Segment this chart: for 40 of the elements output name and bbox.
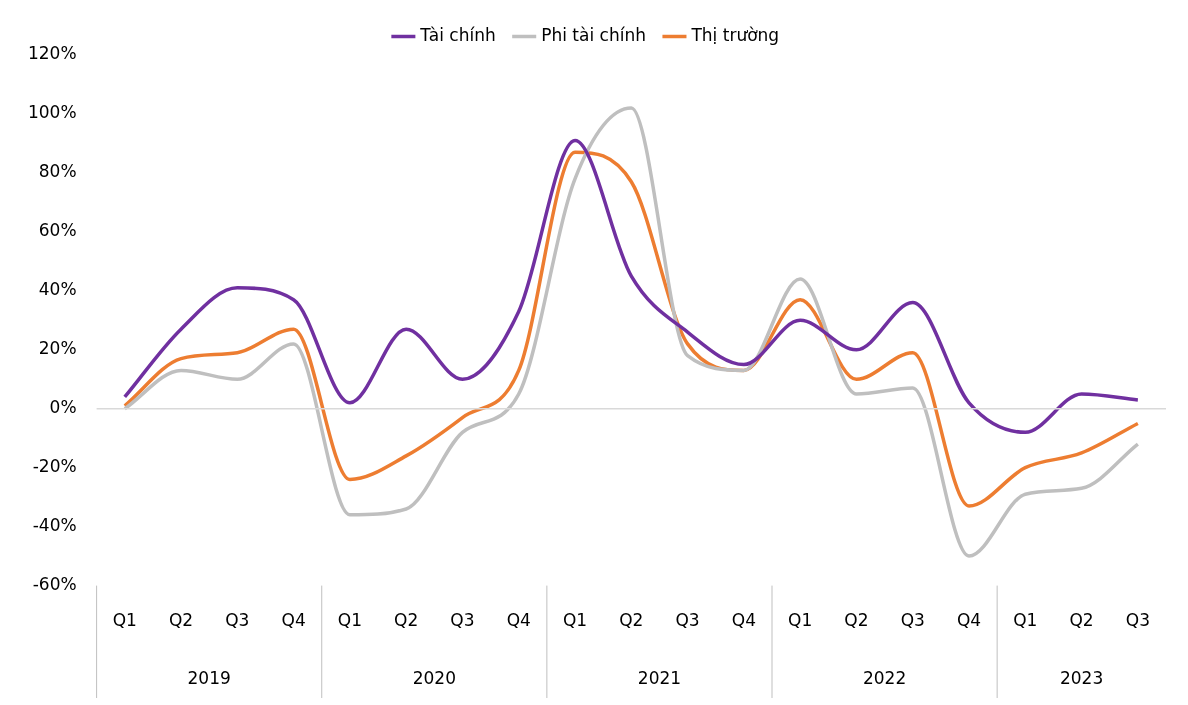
x-tick-label: Q3 [1125,610,1150,631]
x-tick-label: Q1 [112,610,137,631]
line-series [122,138,1140,435]
legend-label: Tài chính [419,24,496,45]
y-tick-label: 80% [38,161,77,182]
y-tick-label: -20% [32,456,77,477]
x-tick-label: Q2 [844,610,869,631]
y-tick-label: -40% [32,515,77,536]
text: 2023 [1059,668,1104,689]
text: 2021 [637,668,682,689]
x-tick-label: Q3 [900,610,925,631]
y-tick-label: -60% [32,574,77,595]
y-tick-label: 20% [38,338,77,359]
y-tick-label: 100% [27,102,77,123]
text: 2022 [862,668,907,689]
x-tick-label: Q4 [956,610,982,631]
x-tick-label: Q3 [450,610,475,631]
y-tick-label: 60% [38,220,77,241]
x-tick-label: Q4 [506,610,531,631]
x-tick-label: Q1 [337,610,362,631]
x-tick-label: Q2 [394,610,419,631]
x-tick-label: Q1 [562,610,588,631]
x-tick-label: Q1 [788,610,813,631]
y-tick-label: 120% [27,43,77,64]
x-tick-label: Q3 [675,610,700,631]
line-series [122,150,1140,508]
line-series [122,106,1140,558]
legend-label: Thị trường [690,24,780,45]
y-tick-label: 0% [49,397,77,418]
text: 2020 [412,668,456,689]
y-tick-label: 40% [38,279,77,300]
legend-label: Phi tài chính [541,24,646,45]
text: 2019 [187,668,231,689]
x-tick-label: Q4 [731,610,756,631]
x-tick-label: Q3 [225,610,250,631]
x-tick-label: Q2 [168,610,194,631]
x-tick-label: Q4 [281,610,306,631]
x-tick-label: Q2 [1069,610,1094,631]
x-tick-label: Q2 [619,610,644,631]
x-tick-label: Q1 [1013,610,1038,631]
